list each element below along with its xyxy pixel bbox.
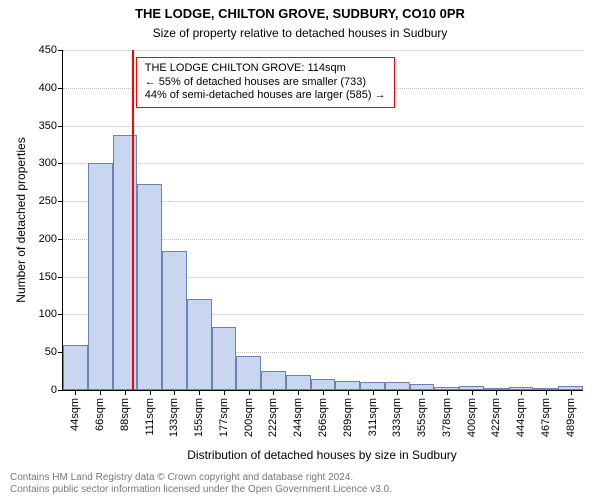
x-axis-label: Distribution of detached houses by size … xyxy=(62,448,582,462)
xtick-label: 111sqm xyxy=(144,398,156,436)
xtick-label: 44sqm xyxy=(69,398,81,431)
xtick-label: 333sqm xyxy=(391,398,403,437)
histogram-bar xyxy=(335,381,360,390)
plot-area: 05010015020025030035040045044sqm66sqm88s… xyxy=(62,50,583,391)
xtick-mark xyxy=(571,390,572,395)
xtick-mark xyxy=(397,390,398,395)
property-marker-line xyxy=(132,50,134,390)
xtick-mark xyxy=(199,390,200,395)
ytick-mark xyxy=(58,201,63,202)
xtick-mark xyxy=(249,390,250,395)
xtick-mark xyxy=(174,390,175,395)
xtick-label: 311sqm xyxy=(367,398,379,436)
xtick-mark xyxy=(125,390,126,395)
histogram-bar xyxy=(187,299,212,390)
ytick-label: 350 xyxy=(39,120,57,132)
ytick-label: 0 xyxy=(51,384,57,396)
xtick-mark xyxy=(521,390,522,395)
xtick-label: 289sqm xyxy=(342,398,354,437)
xtick-mark xyxy=(323,390,324,395)
ytick-label: 100 xyxy=(39,308,57,320)
xtick-label: 355sqm xyxy=(416,398,428,437)
chart-container: THE LODGE, CHILTON GROVE, SUDBURY, CO10 … xyxy=(0,0,600,500)
xtick-label: 489sqm xyxy=(565,398,577,437)
ytick-mark xyxy=(58,239,63,240)
grid-line xyxy=(63,50,583,51)
histogram-bar xyxy=(236,356,261,390)
annotation-line: ← 55% of detached houses are smaller (73… xyxy=(145,76,386,90)
ytick-label: 50 xyxy=(45,346,57,358)
xtick-label: 222sqm xyxy=(267,398,279,437)
xtick-label: 400sqm xyxy=(466,398,478,437)
xtick-label: 155sqm xyxy=(193,398,205,437)
xtick-mark xyxy=(546,390,547,395)
xtick-mark xyxy=(373,390,374,395)
xtick-mark xyxy=(298,390,299,395)
xtick-mark xyxy=(150,390,151,395)
ytick-label: 300 xyxy=(39,157,57,169)
xtick-mark xyxy=(447,390,448,395)
histogram-bar xyxy=(261,371,286,390)
xtick-mark xyxy=(75,390,76,395)
xtick-label: 378sqm xyxy=(441,398,453,437)
ytick-mark xyxy=(58,88,63,89)
annotation-line: 44% of semi-detached houses are larger (… xyxy=(145,89,386,103)
xtick-label: 177sqm xyxy=(218,398,230,437)
grid-line xyxy=(63,126,583,127)
ytick-mark xyxy=(58,390,63,391)
footer-attribution: Contains HM Land Registry data © Crown c… xyxy=(10,472,392,496)
ytick-mark xyxy=(58,50,63,51)
histogram-bar xyxy=(360,382,385,390)
ytick-mark xyxy=(58,314,63,315)
ytick-mark xyxy=(58,126,63,127)
annotation-line: THE LODGE CHILTON GROVE: 114sqm xyxy=(145,62,386,76)
xtick-label: 133sqm xyxy=(168,398,180,437)
xtick-mark xyxy=(422,390,423,395)
histogram-bar xyxy=(311,379,336,390)
histogram-bar xyxy=(286,375,311,390)
xtick-label: 467sqm xyxy=(540,398,552,437)
histogram-bar xyxy=(88,163,113,390)
ytick-label: 250 xyxy=(39,195,57,207)
xtick-label: 88sqm xyxy=(119,398,131,431)
xtick-label: 422sqm xyxy=(490,398,502,437)
histogram-bar xyxy=(385,382,410,390)
footer-line-2: Contains public sector information licen… xyxy=(10,484,392,496)
xtick-label: 444sqm xyxy=(515,398,527,437)
xtick-mark xyxy=(472,390,473,395)
xtick-label: 66sqm xyxy=(94,398,106,431)
xtick-mark xyxy=(273,390,274,395)
xtick-label: 200sqm xyxy=(243,398,255,437)
xtick-mark xyxy=(496,390,497,395)
ytick-label: 450 xyxy=(39,44,57,56)
histogram-bar xyxy=(137,184,162,390)
xtick-mark xyxy=(348,390,349,395)
histogram-bar xyxy=(212,327,237,390)
ytick-label: 150 xyxy=(39,271,57,283)
histogram-bar xyxy=(162,251,187,390)
xtick-label: 244sqm xyxy=(292,398,304,437)
xtick-label: 266sqm xyxy=(317,398,329,437)
xtick-mark xyxy=(100,390,101,395)
xtick-mark xyxy=(224,390,225,395)
grid-line xyxy=(63,163,583,164)
ytick-mark xyxy=(58,277,63,278)
y-axis-label: Number of detached properties xyxy=(14,137,28,302)
ytick-label: 200 xyxy=(39,233,57,245)
ytick-label: 400 xyxy=(39,82,57,94)
histogram-bar xyxy=(63,345,88,390)
annotation-box: THE LODGE CHILTON GROVE: 114sqm← 55% of … xyxy=(136,57,395,108)
chart-title: THE LODGE, CHILTON GROVE, SUDBURY, CO10 … xyxy=(0,6,600,21)
ytick-mark xyxy=(58,163,63,164)
footer-line-1: Contains HM Land Registry data © Crown c… xyxy=(10,472,392,484)
chart-subtitle: Size of property relative to detached ho… xyxy=(0,26,600,40)
